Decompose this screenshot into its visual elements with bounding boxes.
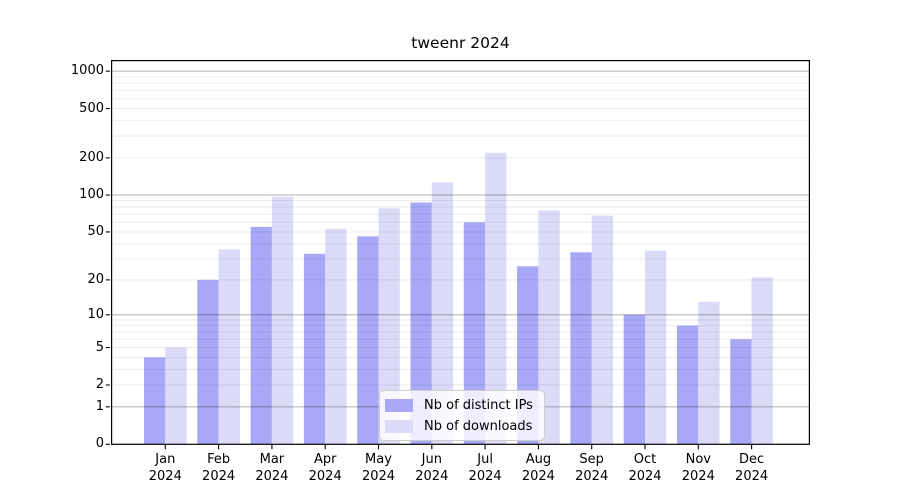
bar: [431, 182, 454, 445]
bar: [645, 250, 667, 445]
y-tick-label: 10: [87, 306, 104, 322]
x-tick-label: Jul 2024: [468, 452, 502, 484]
bar: [485, 152, 507, 445]
x-tick-label: Sep 2024: [575, 452, 609, 484]
legend: Nb of distinct IPs Nb of downloads: [379, 390, 545, 441]
bar: [463, 222, 486, 445]
x-tick-label: Mar 2024: [255, 452, 289, 484]
bar: [250, 226, 272, 445]
bar: [271, 196, 294, 445]
y-tick-label: 50: [87, 223, 104, 239]
x-tick-label: Dec 2024: [735, 452, 769, 484]
bar: [730, 339, 752, 445]
y-tick-label: 0: [95, 436, 104, 452]
x-tick-label: Apr 2024: [308, 452, 342, 484]
legend-item-distinct-ips: Nb of distinct IPs: [385, 398, 536, 413]
bar: [378, 208, 400, 445]
y-tick-label: 20: [87, 271, 104, 287]
bar: [538, 210, 560, 445]
bar: [218, 249, 240, 445]
legend-label-distinct-ips: Nb of distinct IPs: [424, 397, 533, 413]
legend-swatch-downloads: [385, 419, 413, 433]
axes-spines: [111, 60, 810, 445]
y-tick-label: 1: [95, 398, 104, 414]
plot-area: 1000 500 200 100 50 20 10 5 2 1 0 Jan 2024 Feb 2024 M…: [71, 60, 810, 484]
bar: [698, 301, 720, 445]
y-tick-label: 1000: [70, 63, 104, 79]
x-tick-label: Feb 2024: [202, 452, 236, 484]
x-tick-label: Nov 2024: [681, 452, 715, 484]
y-tick-label: 200: [79, 149, 104, 165]
y-tick-label: 5: [95, 339, 104, 355]
legend-item-downloads: Nb of downloads: [385, 419, 536, 434]
bar: [197, 279, 219, 445]
bar: [410, 202, 432, 445]
bar: [677, 325, 699, 445]
chart-title: tweenr 2024: [411, 34, 510, 52]
plot-svg: [105, 60, 810, 450]
bar: [570, 252, 592, 445]
x-tick-label: May 2024: [361, 452, 396, 484]
x-tick-label: Jun 2024: [415, 452, 449, 484]
bar: [591, 215, 613, 445]
bar: [357, 236, 379, 445]
bar: [165, 347, 187, 445]
legend-label-downloads: Nb of downloads: [424, 418, 533, 434]
bar: [623, 314, 645, 445]
legend-swatch-distinct-ips: [385, 398, 413, 412]
bar: [751, 277, 773, 445]
y-tick-label: 100: [79, 187, 104, 203]
x-tick-label: Jan 2024: [148, 452, 182, 484]
y-tick-label: 500: [79, 100, 104, 116]
bar: [325, 228, 347, 445]
x-tick-label: Aug 2024: [521, 452, 555, 484]
bar: [303, 253, 326, 445]
bar: [144, 357, 166, 445]
x-tick-label: Oct 2024: [628, 452, 662, 484]
y-tick-label: 2: [95, 376, 104, 392]
